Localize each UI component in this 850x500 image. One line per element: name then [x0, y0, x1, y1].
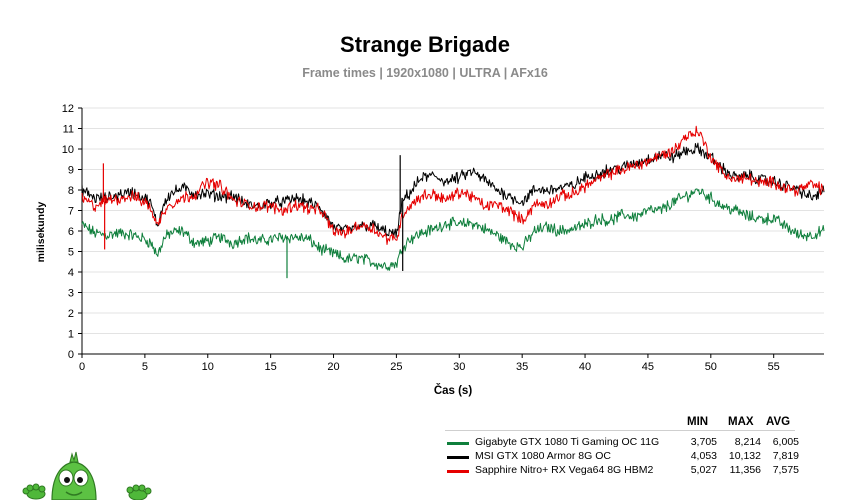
legend-min-value: 3,705	[690, 436, 717, 448]
legend-swatch	[447, 456, 469, 459]
x-tick-label: 15	[265, 361, 277, 373]
legend-series-name: MSI GTX 1080 Armor 8G OC	[475, 450, 611, 462]
chart-subtitle: Frame times | 1920x1080 | ULTRA | AFx16	[302, 66, 548, 80]
y-tick-label: 1	[68, 329, 74, 341]
legend-min-value: 4,053	[690, 450, 717, 462]
legend-header-max: MAX	[728, 416, 754, 428]
y-tick-label: 3	[68, 288, 74, 300]
legend-max-value: 10,132	[728, 450, 761, 462]
legend-min-value: 5,027	[690, 464, 717, 476]
y-tick-label: 8	[68, 185, 74, 197]
legend-header-avg: AVG	[766, 416, 791, 428]
legend-swatch	[447, 442, 469, 445]
series-line	[81, 125, 824, 245]
y-tick-label: 10	[62, 144, 74, 156]
y-tick-label: 5	[68, 247, 74, 259]
legend-avg-value: 7,575	[772, 464, 799, 476]
legend-divider	[445, 430, 795, 431]
mascot-logo	[22, 451, 152, 500]
series-line	[81, 142, 825, 238]
y-tick-label: 4	[68, 267, 74, 279]
x-tick-label: 5	[142, 361, 148, 373]
x-tick-label: 55	[768, 361, 780, 373]
legend-series-name: Sapphire Nitro+ RX Vega64 8G HBM2	[475, 464, 654, 476]
x-tick-label: 30	[453, 361, 465, 373]
x-tick-label: 40	[579, 361, 591, 373]
legend-avg-value: 6,005	[772, 436, 799, 448]
chart-title: Strange Brigade	[340, 32, 510, 57]
y-tick-label: 12	[62, 103, 74, 115]
legend-entry: Sapphire Nitro+ RX Vega64 8G HBM2 5,027 …	[445, 464, 799, 478]
y-axis-label: milisekundy	[35, 202, 47, 263]
x-tick-label: 45	[642, 361, 654, 373]
x-tick-label: 20	[327, 361, 339, 373]
y-tick-label: 9	[68, 165, 74, 177]
y-tick-label: 7	[68, 206, 74, 218]
legend-max-value: 11,356	[729, 464, 761, 476]
y-tick-label: 2	[68, 308, 74, 320]
y-tick-label: 11	[63, 124, 74, 136]
legend-series-name: Gigabyte GTX 1080 Ti Gaming OC 11G	[475, 436, 660, 448]
y-tick-label: 0	[68, 349, 74, 361]
x-tick-label: 35	[516, 361, 528, 373]
legend-max-value: 8,214	[734, 436, 761, 448]
x-tick-label: 0	[79, 361, 85, 373]
legend-avg-value: 7,819	[772, 450, 799, 462]
legend-entry: MSI GTX 1080 Armor 8G OC 4,053 10,132 7,…	[445, 450, 799, 464]
legend-entry: Gigabyte GTX 1080 Ti Gaming OC 11G 3,705…	[445, 436, 799, 450]
series-lines	[81, 125, 825, 279]
series-line	[81, 188, 825, 271]
x-tick-label: 50	[705, 361, 717, 373]
legend-swatch	[447, 470, 469, 473]
x-tick-label: 10	[202, 361, 214, 373]
x-tick-label: 25	[390, 361, 402, 373]
grid-lines	[82, 107, 824, 355]
legend-header-min: MIN	[687, 416, 709, 428]
x-axis-label: Čas (s)	[434, 384, 473, 397]
y-tick-label: 6	[68, 226, 74, 238]
